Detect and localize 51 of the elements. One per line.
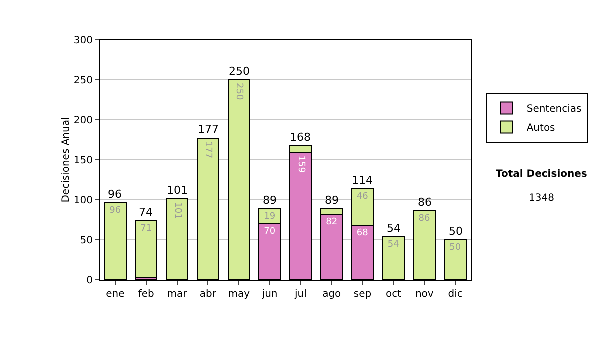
total-label: 101 — [167, 184, 188, 197]
total-label: 177 — [198, 123, 219, 136]
y-tick-label: 300 — [74, 36, 93, 46]
y-tick-label: 200 — [74, 116, 93, 126]
text: Total Decisiones — [496, 169, 588, 180]
x-tick-label: oct — [386, 289, 402, 300]
y-tick-label: 100 — [74, 196, 93, 206]
data-label: 250 — [234, 83, 244, 100]
x-tick-label: ene — [106, 289, 125, 300]
bar — [135, 220, 158, 278]
data-label: 86 — [418, 214, 430, 224]
total-label: 86 — [418, 196, 432, 209]
legend-label: Autos — [526, 123, 556, 134]
text: 1348 — [529, 193, 554, 204]
total-label: 96 — [108, 188, 122, 201]
data-label: 50 — [450, 243, 462, 253]
y-tick-label: 150 — [74, 156, 93, 166]
total-label: 74 — [139, 206, 153, 219]
x-tick-label: feb — [138, 289, 154, 300]
y-tick-label: 50 — [80, 236, 93, 246]
data-label: 159 — [296, 156, 306, 174]
data-label: 46 — [356, 192, 369, 202]
x-tick-label: may — [228, 289, 250, 300]
data-label: 71 — [140, 224, 152, 234]
total-label: 114 — [352, 174, 373, 187]
total-label: 250 — [229, 65, 250, 78]
x-tick-label: mar — [167, 289, 188, 300]
total-label: 89 — [325, 194, 339, 207]
x-tick-label: dic — [448, 289, 463, 300]
data-label: 101 — [172, 202, 182, 220]
x-tick-label: sep — [354, 289, 372, 300]
data-label: 68 — [356, 228, 369, 239]
data-label: 82 — [326, 217, 338, 228]
data-label: 70 — [264, 227, 276, 237]
data-label: 96 — [110, 206, 122, 216]
data-label: 54 — [388, 240, 400, 250]
y-tick-label: 250 — [74, 76, 93, 86]
data-label: 177 — [203, 141, 214, 159]
legend-label: Sentencias — [526, 104, 582, 116]
x-tick-label: jun — [261, 289, 278, 300]
y-tick-label: 0 — [86, 276, 93, 286]
data-label: 19 — [264, 212, 276, 222]
total-label: 89 — [263, 194, 277, 207]
total-label: 50 — [449, 225, 463, 238]
x-tick-label: abr — [200, 289, 218, 300]
x-tick-label: ago — [322, 289, 342, 300]
total-label: 168 — [290, 131, 311, 144]
total-label: 54 — [387, 222, 401, 235]
x-tick-label: nov — [415, 289, 434, 300]
y-axis-title: Decisiones Anual — [60, 117, 72, 203]
x-tick-label: jul — [294, 289, 307, 300]
